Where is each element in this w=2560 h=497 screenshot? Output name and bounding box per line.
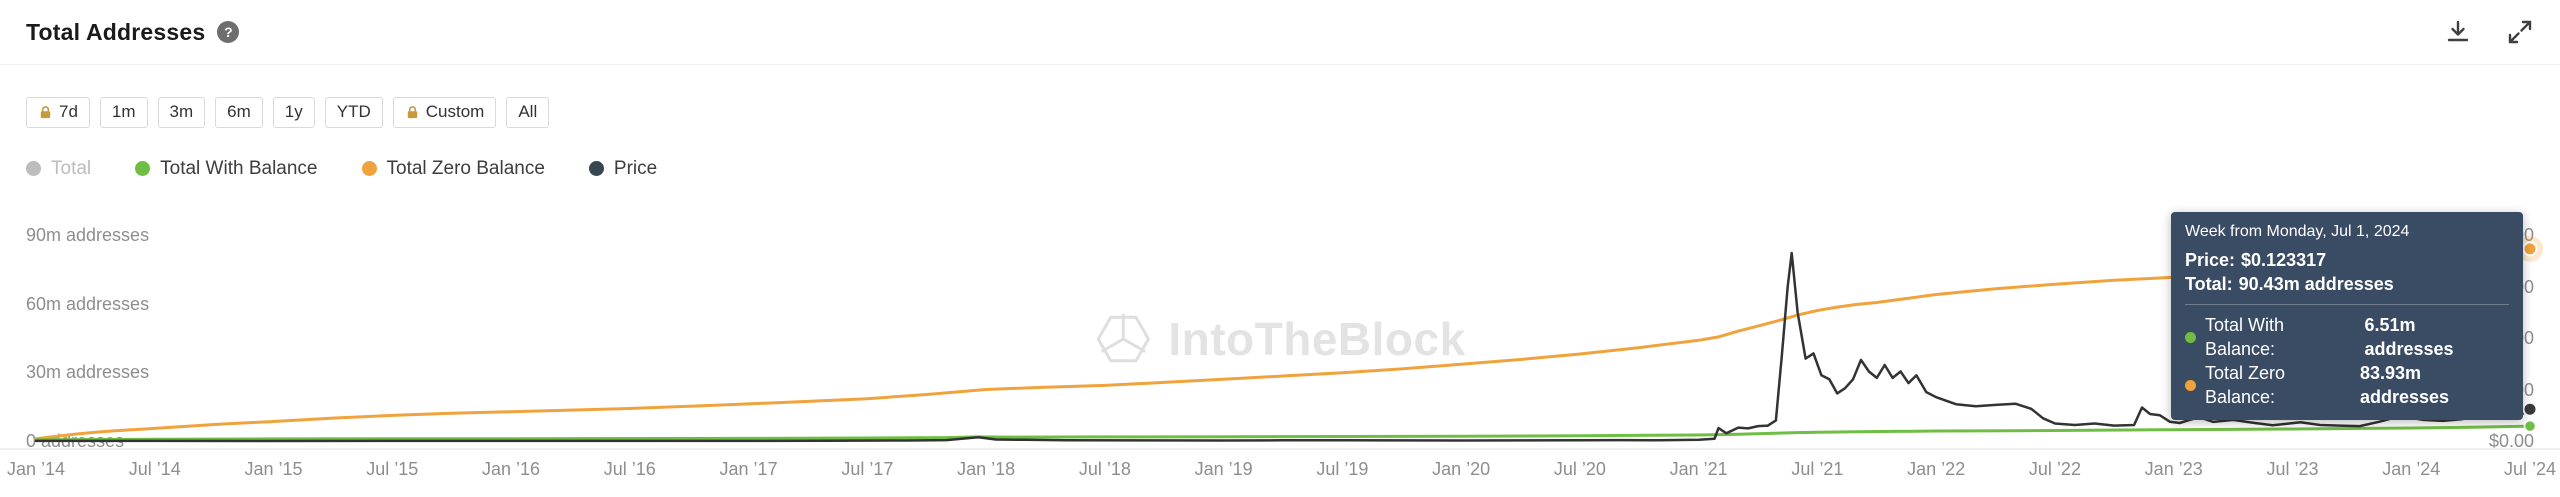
- time-range-selector: 7d 1m 3m 6m 1y YTD Custom All: [0, 65, 2560, 128]
- x-axis-label: Jul ’22: [2028, 459, 2081, 479]
- x-axis-label: Jan ’24: [2382, 459, 2441, 479]
- x-axis-label: Jan ’14: [6, 459, 66, 479]
- legend-dot-icon: [135, 161, 151, 177]
- tooltip-total-row: Total: 90.43m addresses: [2185, 272, 2509, 296]
- tooltip-with-balance-value: 6.51m addresses: [2364, 315, 2454, 359]
- range-button-6m[interactable]: 6m: [215, 97, 263, 128]
- legend-dot-icon: [588, 161, 604, 177]
- chart-tooltip: Week from Monday, Jul 1, 2024 Price: $0.1…: [2171, 212, 2523, 420]
- green-series-dot-icon: [2185, 331, 2196, 343]
- range-button-all[interactable]: All: [506, 97, 550, 128]
- x-axis-label: Jan ’15: [244, 459, 303, 479]
- range-button-label: 6m: [227, 102, 251, 121]
- lock-icon: [40, 106, 51, 118]
- tooltip-price-label: Price:: [2185, 250, 2236, 270]
- legend-dot-icon: [361, 161, 377, 177]
- tooltip-divider: [2185, 304, 2509, 305]
- x-axis-label: Jul ’21: [1791, 459, 1844, 479]
- download-icon: [2447, 20, 2469, 42]
- legend-item-total-zero-balance[interactable]: Total Zero Balance: [361, 157, 545, 180]
- legend-item-label: Total Zero Balance: [386, 157, 545, 179]
- header-actions: [2444, 18, 2534, 46]
- tooltip-total-value: 90.43m addresses: [2238, 274, 2394, 294]
- fullscreen-button[interactable]: [2506, 18, 2534, 46]
- x-axis-label: Jul ’18: [1078, 459, 1131, 479]
- x-axis-label: Jul ’19: [1316, 459, 1369, 479]
- tooltip-zero-balance-row: Total Zero Balance: 83.93m addresses: [2185, 361, 2509, 409]
- x-axis-label: Jul ’23: [2266, 459, 2319, 479]
- legend-item-price[interactable]: Price: [588, 157, 658, 180]
- legend-item-total[interactable]: Total: [26, 158, 91, 180]
- tooltip-date: Week from Monday, Jul 1, 2024: [2185, 223, 2410, 240]
- help-button[interactable]: ?: [217, 21, 240, 43]
- range-button-7d[interactable]: 7d: [26, 97, 90, 128]
- x-axis-label: Jan ’16: [482, 459, 541, 479]
- x-axis-label: Jul ’14: [128, 459, 181, 479]
- tooltip-with-balance-row: Total With Balance: 6.51m addresses: [2185, 313, 2509, 361]
- range-button-label: All: [518, 102, 538, 121]
- range-button-label: 1m: [111, 102, 136, 121]
- tooltip-total-label: Total:: [2185, 274, 2233, 294]
- tooltip-price-row: Price: $0.123317: [2185, 248, 2509, 272]
- range-button-label: Custom: [425, 102, 485, 121]
- range-button-3m[interactable]: 3m: [157, 97, 206, 128]
- x-axis-label: Jul ’16: [603, 459, 656, 479]
- x-axis-label: Jan ’19: [1194, 459, 1253, 479]
- legend-item-label: Total: [51, 157, 92, 179]
- range-button-1m[interactable]: 1m: [99, 97, 148, 128]
- x-axis-label: Jan ’20: [1432, 459, 1491, 479]
- range-button-label: 7d: [59, 102, 78, 121]
- range-button-label: 1y: [284, 102, 303, 121]
- page-title: Total Addresses: [26, 18, 206, 45]
- range-button-1y[interactable]: 1y: [272, 97, 315, 128]
- tooltip-zero-balance-value: 83.93m addresses: [2360, 363, 2450, 407]
- legend-item-label: Total With Balance: [160, 157, 318, 179]
- legend-dot-icon: [26, 161, 41, 177]
- x-axis-label: Jul ’24: [2503, 459, 2557, 479]
- tooltip-zero-balance-label: Total Zero Balance:: [2205, 363, 2286, 407]
- chart-legend: Total Total With Balance Total Zero Balanc…: [0, 128, 2560, 180]
- x-axis-label: Jul ’20: [1553, 459, 1606, 479]
- x-axis-label: Jan ’17: [719, 459, 778, 479]
- range-button-label: 3m: [169, 102, 194, 121]
- x-axis-label: Jan ’22: [1907, 459, 1966, 479]
- legend-item-label: Price: [613, 157, 658, 179]
- x-axis-label: Jan ’21: [1669, 459, 1728, 479]
- x-axis-label: Jul ’15: [366, 459, 419, 479]
- tooltip-with-balance-label: Total With Balance:: [2205, 315, 2285, 359]
- tooltip-price-value: $0.123317: [2241, 250, 2327, 270]
- legend-item-total-with-balance[interactable]: Total With Balance: [135, 157, 318, 180]
- fullscreen-expand-icon: [2508, 20, 2532, 44]
- range-button-custom[interactable]: Custom: [392, 97, 497, 128]
- orange-series-dot-icon: [2185, 379, 2196, 391]
- x-axis-label: Jan ’23: [2144, 459, 2203, 479]
- chart-header: Total Addresses ?: [0, 0, 2560, 65]
- range-button-ytd[interactable]: YTD: [324, 97, 383, 128]
- download-button[interactable]: [2444, 18, 2472, 46]
- lock-icon: [407, 106, 417, 118]
- x-axis-label: Jan ’18: [957, 459, 1016, 479]
- x-axis-label: Jul ’17: [841, 459, 894, 479]
- range-button-label: YTD: [336, 102, 371, 121]
